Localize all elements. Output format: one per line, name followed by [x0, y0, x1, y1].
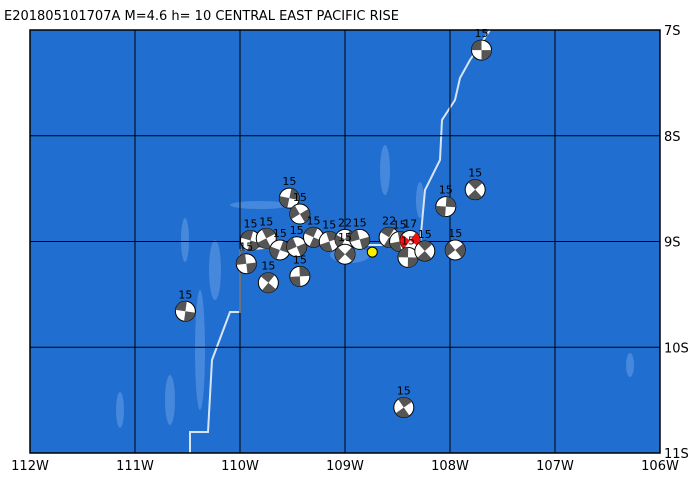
depth-label: 15 [475, 27, 489, 40]
beachball [174, 300, 196, 322]
x-tick-label: 112W [11, 459, 49, 474]
y-tick-label: 10S [664, 341, 689, 356]
x-tick-label: 108W [431, 459, 469, 474]
beachball-quadrant [257, 228, 276, 249]
beachball [435, 196, 457, 218]
x-tick-label: 111W [116, 459, 154, 474]
depth-label: 15 [244, 217, 258, 230]
beachball-quadrant [175, 301, 196, 322]
beachball [255, 227, 277, 249]
depth-label: 15 [353, 216, 367, 229]
beachball-quadrant [304, 227, 323, 248]
beachball [334, 228, 356, 250]
y-tick-label: 8S [664, 130, 681, 145]
beachball [464, 179, 486, 201]
depth-label: 15 [397, 385, 411, 398]
x-tick-label: 110W [221, 459, 259, 474]
x-tick-label: 109W [326, 459, 364, 474]
depth-label: 15 [439, 184, 453, 197]
beachball-quadrant [260, 272, 276, 293]
beachball-quadrant [395, 397, 412, 418]
y-tick-label: 9S [664, 236, 681, 251]
beachball-quadrant [240, 230, 261, 251]
beachball [289, 203, 311, 225]
x-tick-label: 107W [536, 459, 574, 474]
depth-label: 15 [418, 228, 432, 241]
beachball [414, 240, 436, 262]
depth-label: 15 [293, 253, 307, 266]
title: E201805101707A M=4.6 h= 10 CENTRAL EAST … [4, 9, 399, 24]
depth-label: 15 [261, 260, 275, 273]
depth-label: 15 [307, 214, 321, 227]
beachball [471, 39, 492, 61]
depth-label: 15 [239, 241, 253, 254]
depth-label: 22 [382, 214, 396, 227]
beachball-quadrant [435, 196, 456, 217]
epicenter [366, 246, 378, 258]
beachball [393, 397, 415, 419]
beachball [278, 187, 300, 209]
depth-label: 15 [393, 219, 407, 232]
y-tick-label: 11S [664, 447, 689, 462]
depth-label: 15 [338, 231, 352, 244]
beachball-quadrant [417, 241, 433, 261]
depth-label: 15 [401, 234, 415, 247]
beachball-quadrant [349, 229, 370, 249]
beachball [349, 228, 371, 250]
beachball [240, 229, 261, 251]
beachball-quadrant [471, 40, 492, 61]
beachball [334, 243, 356, 265]
beachball-quadrant [236, 253, 257, 274]
beachball-quadrant [286, 237, 307, 256]
depth-label: 17 [403, 217, 417, 230]
frame [29, 29, 661, 454]
y-tick-label: 7S [664, 24, 681, 39]
depth-label: 15 [273, 227, 287, 240]
beachball-quadrant [400, 232, 421, 249]
depth-label: 15 [178, 288, 192, 301]
beachball-quadrant [319, 231, 339, 252]
depth-label: 15 [322, 219, 336, 232]
beachball-quadrant [334, 247, 355, 262]
beachball-quadrant [445, 242, 466, 258]
beachball-quadrant [467, 179, 483, 200]
beachball-quadrant [289, 266, 310, 287]
depth-label: 15 [293, 191, 307, 204]
beachball [286, 236, 308, 258]
beachball-quadrant [279, 188, 300, 208]
beachball-quadrant [289, 205, 310, 223]
depth-label: 15 [282, 175, 296, 188]
beachball-quadrant [335, 230, 355, 249]
depth-label: 15 [259, 215, 273, 228]
beachball [235, 253, 257, 275]
x-tick-label: 106W [641, 459, 679, 474]
depth-label: 15 [468, 167, 482, 180]
beachball [257, 272, 279, 294]
depth-label: 15 [290, 224, 304, 237]
beachball-quadrant [398, 247, 418, 268]
depth-label: 15 [448, 227, 462, 240]
depth-label: 22 [338, 216, 352, 229]
beachball [444, 239, 466, 261]
beachball-quadrant [269, 240, 290, 260]
beachball [289, 265, 311, 287]
